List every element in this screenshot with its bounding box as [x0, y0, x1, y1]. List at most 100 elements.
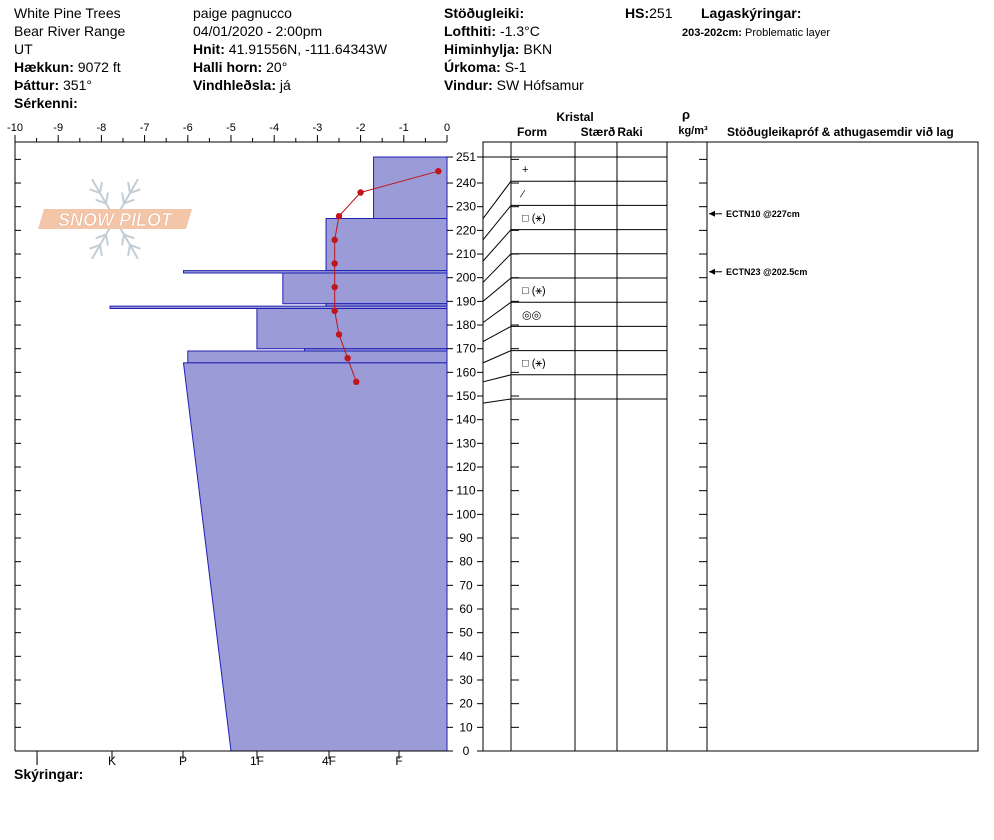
sky-cover-label: Himinhylja:: [444, 41, 520, 57]
temperature-point: [331, 307, 338, 315]
aspect: Þáttur: 351°: [14, 77, 92, 93]
height-tick-label: 210: [456, 247, 476, 261]
logo-text: SNOW PILOT: [58, 210, 174, 230]
snowflake-branch: [105, 234, 109, 246]
height-tick-label: 130: [456, 436, 476, 450]
layer-connector: [482, 229, 512, 262]
height-axis: 2512402302202102001901801701601501401301…: [447, 142, 484, 758]
height-tick-label: 60: [459, 602, 473, 616]
layer-table: Kristal Form Stærð Raki ρ kg/m³ Stöðugleikapró…: [482, 107, 979, 752]
wind-label: Vindur:: [444, 77, 493, 93]
layer-notes-label: Lagaskýringar:: [701, 5, 802, 21]
snowflake-branch: [127, 182, 131, 194]
temperature-profile: [331, 167, 442, 386]
temperature-point: [353, 378, 360, 386]
layer-connector: [482, 253, 512, 283]
height-tick-label: 140: [456, 413, 476, 427]
air-temperature: Lofthiti: -1.3°C: [444, 23, 540, 39]
aspect-value: 351°: [63, 77, 92, 93]
aspect-label: Þáttur:: [14, 77, 60, 93]
snowflake-branch: [99, 244, 103, 256]
air-temperature-label: Lofthiti:: [444, 23, 497, 39]
date-time: 04/01/2020 - 2:00pm: [193, 23, 323, 39]
temperature-point: [335, 212, 343, 220]
temperature-point: [331, 236, 338, 244]
temperature-point: [357, 189, 364, 196]
elevation-label: Hækkun:: [14, 59, 74, 75]
temperature-point: [331, 260, 338, 267]
snowflake-branch: [89, 188, 101, 194]
temperature-tick-label: -1: [399, 122, 409, 134]
grain-form-symbol: □ (⚹): [522, 285, 546, 297]
grain-form-symbol: □ (⚹): [522, 213, 546, 225]
snow-height-value: 251: [649, 5, 673, 21]
temperature-tick-label: -10: [7, 122, 23, 134]
stability-label: Stöðugleiki:: [444, 5, 525, 21]
height-tick-label: 70: [459, 578, 473, 592]
height-tick-label: 200: [456, 271, 476, 285]
grain-form-symbol: ◎◎: [522, 309, 541, 321]
hardness-layer: [325, 218, 448, 272]
wind: Vindur: SW Hófsamur: [444, 77, 584, 93]
crystal-header: Kristal: [556, 110, 593, 124]
hardness-tick-label: F: [395, 754, 402, 768]
hardness-tick-label: P: [179, 754, 187, 768]
height-tick-label: 120: [456, 460, 476, 474]
snowflake-branch: [127, 244, 131, 256]
sky-cover-value: BKN: [523, 41, 553, 57]
temperature-tick-label: -4: [269, 122, 279, 134]
temperature-tick-label: -2: [356, 122, 366, 134]
stability-test-arrow-head: [709, 210, 715, 217]
height-tick-label: 80: [459, 555, 473, 569]
snowflake-branch: [121, 192, 125, 204]
layer-connector: [482, 374, 512, 383]
layer-connector: [482, 301, 512, 324]
height-tick-label: 220: [456, 223, 476, 237]
snowflake-branch: [95, 198, 107, 205]
size-header: Stærð: [581, 125, 616, 139]
temperature-tick-label: -6: [183, 122, 193, 134]
height-tick-label: 90: [459, 531, 473, 545]
profile-header: White Pine Trees Bear River Range UT Hæk…: [0, 0, 994, 115]
grain-form-symbol: □ (⚹): [522, 358, 546, 370]
slope-value: 20°: [266, 59, 288, 75]
slope-label: Halli horn:: [193, 59, 263, 75]
elevation: Hækkun: 9072 ft: [14, 59, 121, 75]
layer-connector: [482, 205, 512, 241]
precipitation-label: Úrkoma:: [444, 59, 501, 75]
height-tick-label: 100: [456, 507, 476, 521]
height-tick-label: 160: [456, 365, 476, 379]
wind-loading: Vindhleðsla: já: [193, 77, 291, 93]
sky-cover: Himinhylja: BKN: [444, 41, 552, 57]
density-unit: kg/m³: [678, 125, 708, 137]
snowflake-branch: [121, 234, 125, 246]
hardness-layer: [182, 362, 448, 752]
hardness-layer: [256, 307, 448, 350]
temperature-tick-label: 0: [444, 122, 450, 134]
layer-connector: [482, 350, 512, 364]
temperature-line: [334, 170, 439, 382]
layer-note: 203-202cm: Problematic layer: [682, 25, 830, 41]
height-tick-label: 110: [456, 484, 475, 498]
air-temperature-value: -1.3°C: [499, 23, 540, 39]
height-tick-label: 10: [459, 720, 473, 734]
hardness-tick-label: I: [35, 754, 38, 768]
coordinates: Hnit: 41.91556N, -111.64343W: [193, 41, 387, 57]
height-tick-label: 230: [456, 200, 476, 214]
height-tick-label: 190: [456, 294, 476, 308]
mountain-range: Bear River Range: [14, 23, 126, 39]
snowflake-branch: [95, 233, 107, 240]
height-tick-label: 30: [459, 673, 473, 687]
height-tick-label: 20: [459, 697, 473, 711]
layer-connector: [482, 398, 512, 404]
site-name: White Pine Trees: [14, 5, 121, 21]
table-frame: [482, 141, 979, 752]
snow-pilot-logo: SNOW PILOT: [38, 178, 192, 260]
hardness-tick-label: 1F: [250, 754, 264, 768]
moisture-header: Raki: [617, 125, 642, 139]
precipitation: Úrkoma: S-1: [444, 59, 526, 75]
height-tick-label: 180: [456, 318, 476, 332]
layer-connector: [482, 325, 512, 343]
logo-banner: [38, 209, 192, 229]
